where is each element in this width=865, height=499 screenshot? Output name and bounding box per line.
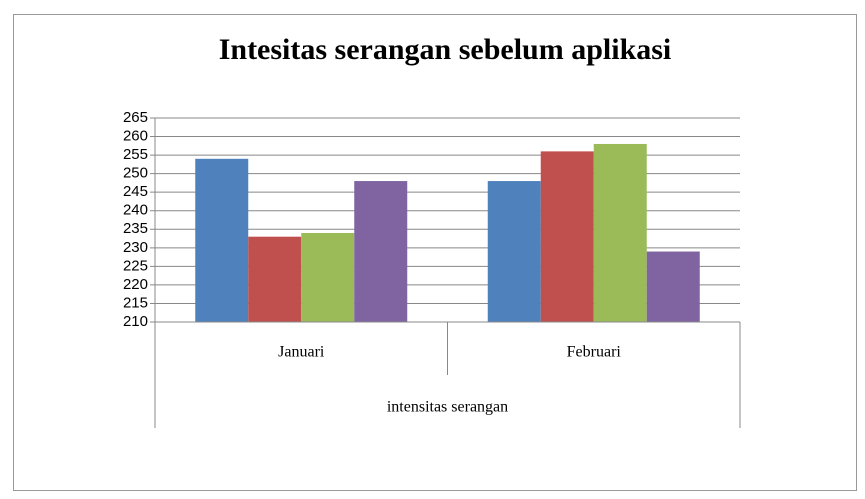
bar [646, 251, 700, 322]
y-tick-label: 210 [123, 313, 148, 330]
bar [354, 181, 408, 322]
bar [540, 151, 594, 322]
chart-title: Intesitas serangan sebelum aplikasi [219, 33, 672, 66]
bar [248, 236, 302, 322]
y-tick-label: 225 [123, 257, 148, 274]
y-tick-label: 220 [123, 276, 148, 293]
y-tick-label: 265 [123, 109, 148, 126]
y-tick-label: 235 [123, 220, 148, 237]
bar [195, 158, 249, 322]
y-tick-label: 245 [123, 183, 148, 200]
chart-border [13, 14, 857, 491]
x-tick-label: Februari [567, 344, 622, 361]
y-tick-label: 230 [123, 239, 148, 256]
y-tick-label: 215 [123, 294, 148, 311]
y-tick-label: 240 [123, 202, 148, 219]
x-tick-label: Januari [278, 344, 325, 361]
bar [593, 143, 647, 322]
y-tick-label: 260 [123, 128, 148, 145]
y-tick-label: 255 [123, 146, 148, 163]
category-group-label: intensitas serangan [387, 399, 508, 416]
bar [487, 181, 541, 322]
y-tick-label: 250 [123, 165, 148, 182]
bar [301, 232, 355, 322]
